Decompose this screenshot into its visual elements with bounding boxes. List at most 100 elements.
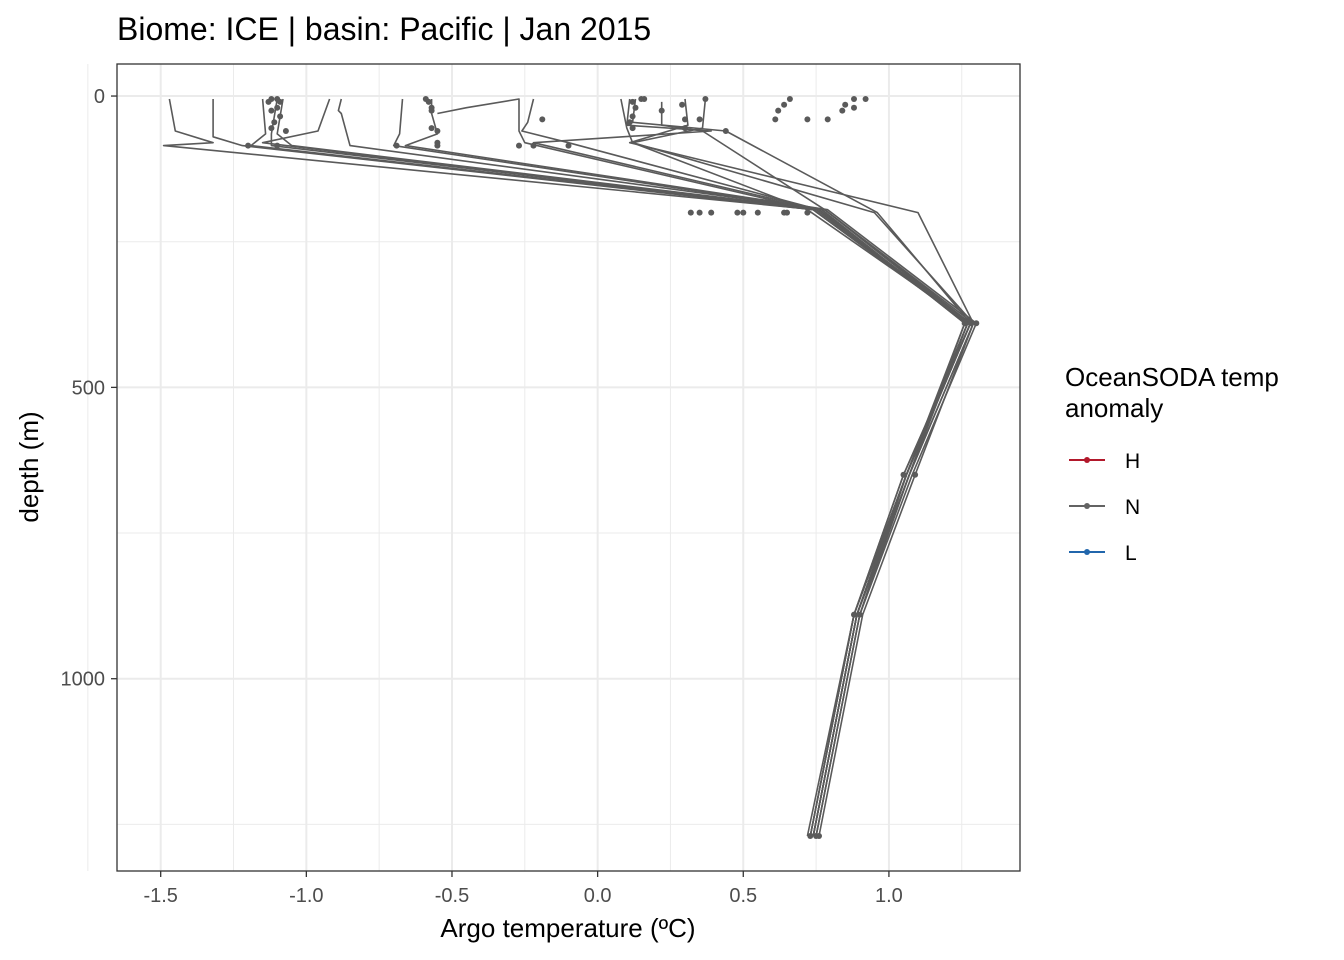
- series-layer: [162, 98, 978, 837]
- legend-title-line-1: OceanSODA temp: [1065, 362, 1279, 392]
- x-tick-label: 0.5: [729, 885, 757, 907]
- data-point: [539, 116, 546, 123]
- data-point: [851, 104, 857, 111]
- legend-key-point: [1084, 503, 1090, 509]
- data-point: [641, 96, 648, 102]
- legend-key-point: [1084, 549, 1090, 555]
- data-point: [434, 128, 441, 134]
- profile-line-14: [631, 98, 972, 837]
- data-point: [784, 209, 790, 216]
- data-point: [740, 209, 747, 216]
- legend: OceanSODA temp anomaly HNL: [1065, 362, 1279, 565]
- data-point: [277, 113, 284, 120]
- legend-title-line-2: anomaly: [1065, 393, 1163, 423]
- profile-line-3: [250, 98, 969, 837]
- data-point: [282, 128, 289, 134]
- profile-line-17: [631, 98, 975, 837]
- data-point: [626, 119, 633, 126]
- data-point: [658, 107, 665, 114]
- data-point: [754, 209, 761, 216]
- profile-line-9: [404, 99, 978, 837]
- x-tick-label: 0.0: [584, 885, 612, 907]
- y-axis: 0 500 1000: [61, 86, 117, 691]
- points-layer: [245, 96, 980, 839]
- profile-line-1: [162, 98, 972, 837]
- data-point: [702, 96, 709, 102]
- data-point: [967, 320, 974, 327]
- data-point: [265, 98, 272, 105]
- legend-entry-N: N: [1069, 496, 1140, 519]
- data-point: [696, 209, 703, 216]
- data-point: [839, 107, 846, 114]
- data-point: [804, 209, 811, 216]
- data-point: [682, 125, 688, 132]
- profile-line-8: [392, 98, 966, 837]
- grid: [87, 64, 1020, 871]
- data-point: [862, 96, 869, 102]
- data-point: [786, 96, 793, 102]
- y-axis-title: depth (m): [14, 411, 44, 522]
- data-point: [687, 209, 694, 216]
- data-point: [900, 471, 907, 478]
- legend-entry-L: L: [1069, 542, 1137, 565]
- data-point: [274, 142, 281, 149]
- data-point: [682, 116, 688, 123]
- data-point: [824, 116, 831, 123]
- x-tick-label: -1.0: [289, 885, 323, 907]
- data-point: [912, 471, 919, 478]
- data-point: [842, 101, 849, 108]
- panel-border: [116, 63, 1021, 872]
- data-point: [781, 101, 788, 108]
- data-point: [268, 107, 275, 114]
- data-point: [428, 107, 435, 114]
- legend-key-point: [1084, 457, 1090, 463]
- data-point: [856, 611, 863, 618]
- data-point: [775, 107, 782, 114]
- legend-label: L: [1125, 542, 1137, 565]
- data-point: [696, 116, 703, 123]
- profile-line-13: [532, 98, 969, 837]
- data-point: [632, 104, 639, 111]
- data-point: [679, 101, 686, 108]
- data-point: [428, 125, 435, 132]
- data-point: [851, 611, 857, 618]
- data-point: [530, 142, 537, 149]
- data-point: [629, 125, 636, 132]
- data-point: [274, 104, 281, 111]
- y-tick-label: 1000: [61, 669, 106, 691]
- x-tick-label: -0.5: [435, 885, 469, 907]
- legend-label: H: [1125, 450, 1140, 473]
- data-point: [629, 98, 636, 105]
- data-point: [722, 128, 729, 134]
- legend-entry-H: H: [1069, 450, 1140, 473]
- data-point: [393, 142, 400, 149]
- data-point: [245, 142, 252, 149]
- data-point: [772, 116, 779, 123]
- x-tick-label: 1.0: [875, 885, 903, 907]
- data-point: [271, 119, 278, 126]
- data-point: [516, 142, 522, 149]
- chart-title: Biome: ICE | basin: Pacific | Jan 2015: [117, 11, 651, 47]
- data-point: [565, 142, 572, 149]
- y-tick-label: 0: [94, 86, 105, 108]
- legend-label: N: [1125, 496, 1140, 519]
- profile-line-7: [337, 98, 975, 837]
- data-point: [807, 833, 814, 839]
- data-point: [804, 116, 811, 123]
- data-point: [277, 98, 284, 105]
- profile-line-15: [660, 101, 969, 837]
- data-point: [961, 320, 968, 327]
- data-point: [708, 209, 715, 216]
- data-point: [973, 320, 980, 327]
- profile-line-11: [521, 98, 969, 837]
- data-point: [425, 98, 432, 105]
- profile-line-16: [628, 98, 975, 837]
- y-tick-label: 500: [72, 377, 105, 399]
- data-point: [629, 113, 636, 120]
- data-point: [268, 125, 275, 132]
- x-axis: -1.5 -1.0 -0.5 0.0 0.5 1.0: [143, 871, 903, 907]
- x-axis-title: Argo temperature (ºC): [440, 913, 695, 943]
- data-point: [434, 142, 441, 149]
- profile-line-2: [212, 99, 969, 837]
